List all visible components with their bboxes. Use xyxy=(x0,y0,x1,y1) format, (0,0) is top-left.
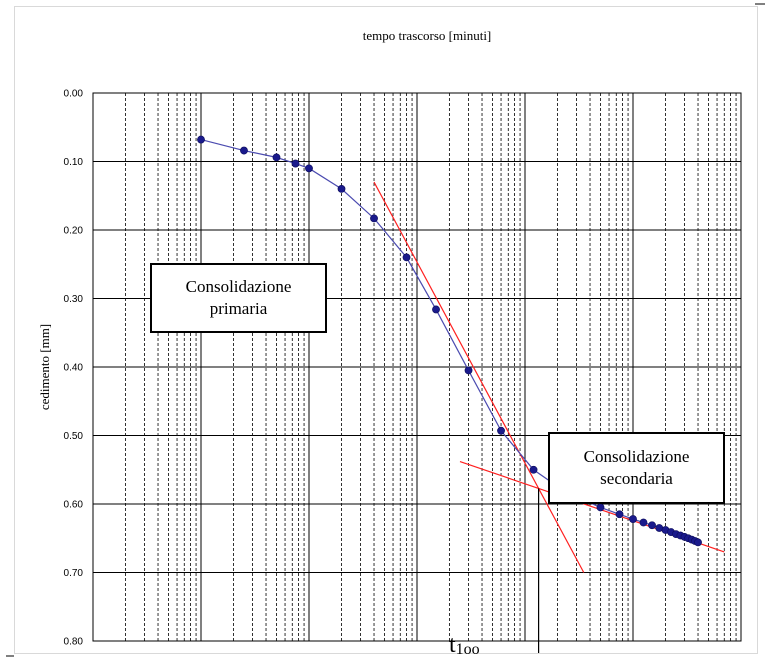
y-tick-label: 0.30 xyxy=(64,294,84,305)
data-point xyxy=(240,146,248,155)
data-point xyxy=(272,153,281,162)
data-point xyxy=(629,515,637,523)
t100-label: t1oo xyxy=(449,633,480,662)
t100-label-sub: 1oo xyxy=(455,641,480,658)
tangent-line xyxy=(373,181,585,573)
y-tick-labels: 0.00 0.10 0.20 0.30 0.40 0.50 0.60 0.70 0.80 xyxy=(64,89,84,648)
y-tick-label: 0.20 xyxy=(64,226,84,237)
y-tick-label: 0.80 xyxy=(64,637,84,648)
primary-consolidation-box: Consolidazione primaria xyxy=(150,263,327,333)
secondary-consolidation-box: Consolidazione secondaria xyxy=(548,432,725,504)
secondary-box-line-1: Consolidazione xyxy=(583,447,690,466)
chart-frame xyxy=(14,6,758,654)
data-point xyxy=(337,184,346,193)
data-point xyxy=(291,159,300,168)
t100-label-base: t xyxy=(449,632,456,658)
chart-title: tempo trascorso [minuti] xyxy=(363,28,492,43)
data-series xyxy=(6,3,765,657)
data-point xyxy=(694,538,702,547)
y-tick-label: 0.60 xyxy=(64,500,84,511)
data-point xyxy=(402,253,411,262)
plot-area-border xyxy=(92,92,742,642)
data-point xyxy=(497,426,505,435)
tangent-lines xyxy=(373,181,725,573)
data-point xyxy=(305,164,313,173)
y-tick-label: 0.40 xyxy=(64,363,84,374)
data-point xyxy=(464,366,473,375)
y-tick-label: 0.00 xyxy=(64,89,84,100)
y-axis-label: cedimento [mm] xyxy=(37,324,52,410)
y-tick-label: 0.70 xyxy=(64,568,84,579)
data-point xyxy=(648,521,656,530)
data-point xyxy=(639,518,648,527)
data-point xyxy=(615,510,624,519)
y-tick-label: 0.10 xyxy=(64,157,84,168)
secondary-box-line-2: secondaria xyxy=(600,469,673,488)
primary-box-line-2: primaria xyxy=(209,299,268,318)
grid xyxy=(92,92,742,642)
primary-box-line-1: Consolidazione xyxy=(185,277,292,296)
data-point xyxy=(529,465,538,474)
data-point xyxy=(432,305,440,314)
data-point xyxy=(370,214,378,223)
data-point xyxy=(197,135,205,144)
data-point xyxy=(596,503,605,512)
y-tick-label: 0.50 xyxy=(64,431,84,442)
